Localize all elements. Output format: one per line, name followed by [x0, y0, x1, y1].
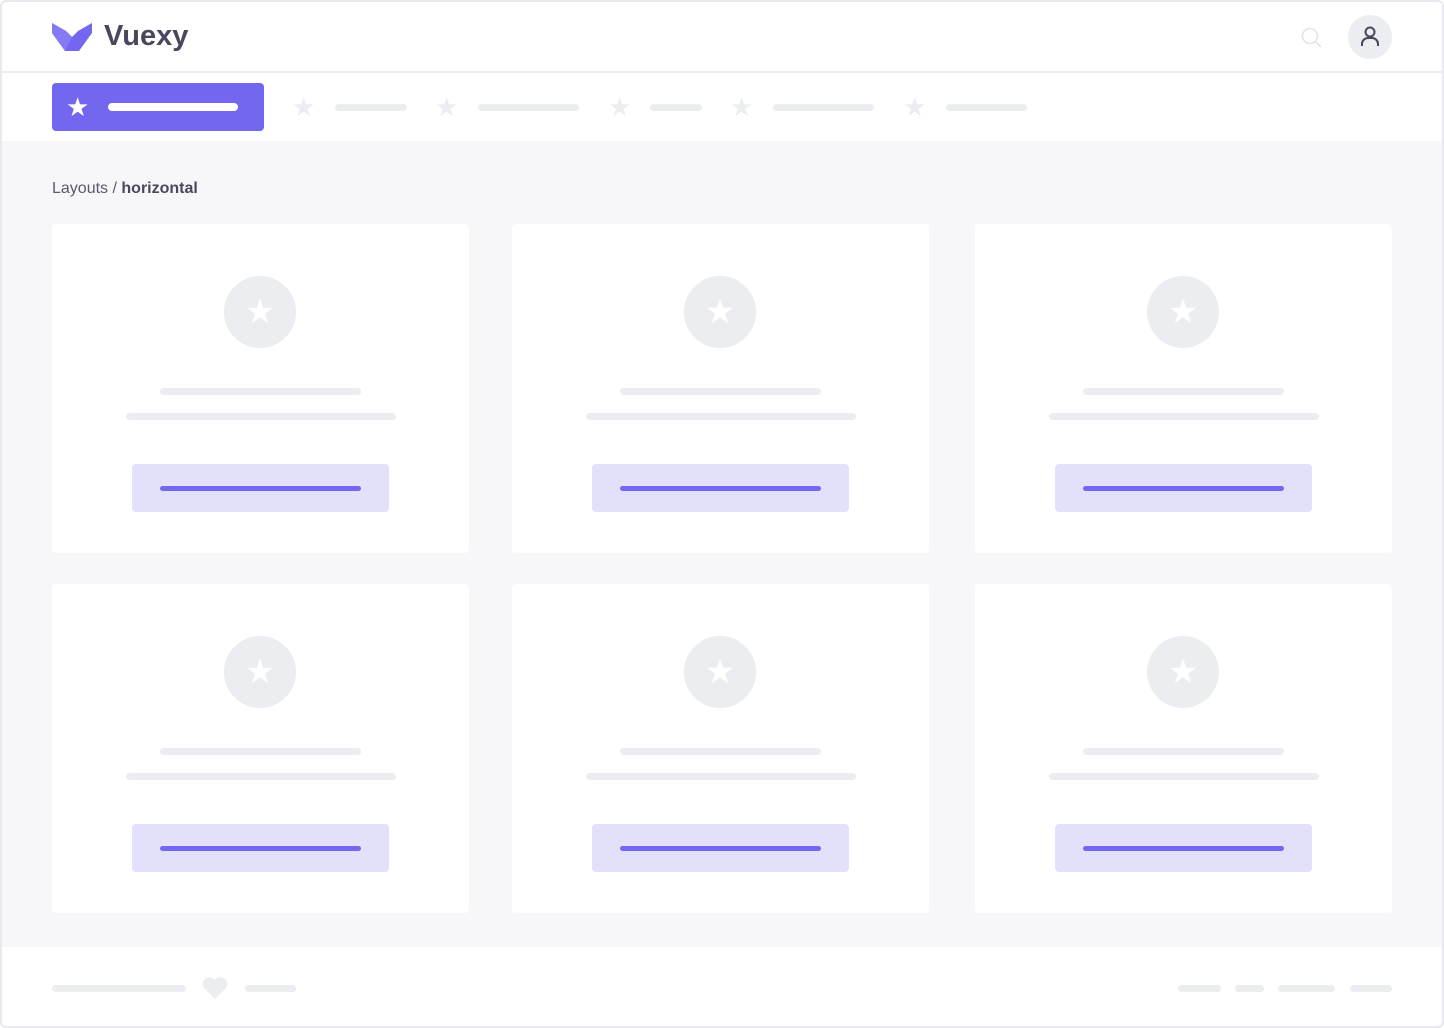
card-button-label [160, 486, 361, 491]
card-title [1083, 388, 1284, 395]
card-button-label [620, 846, 821, 851]
card-button-label [160, 846, 361, 851]
nav-item[interactable] [773, 104, 874, 111]
brand-name[interactable]: Vuexy [104, 20, 189, 52]
star-icon[interactable]: ★ [730, 92, 754, 122]
star-icon: ★ [1167, 293, 1199, 331]
footer-text [52, 985, 186, 992]
footer-link[interactable] [1350, 985, 1392, 992]
content-area: Layouts / horizontal ★ ★ ★ ★ ★ ★ [2, 141, 1442, 947]
placeholder-card: ★ [975, 224, 1392, 553]
star-icon: ★ [66, 92, 90, 122]
user-icon [1361, 26, 1379, 46]
card-button[interactable] [592, 824, 849, 872]
card-button[interactable] [1055, 464, 1312, 512]
star-icon: ★ [244, 293, 276, 331]
card-button[interactable] [132, 464, 389, 512]
nav-item-label-placeholder [108, 103, 238, 111]
card-text [1049, 413, 1319, 420]
card-button-label [1083, 846, 1284, 851]
nav-item[interactable] [478, 104, 579, 111]
breadcrumb-current: horizontal [121, 180, 198, 197]
avatar[interactable] [1348, 15, 1392, 59]
star-icon: ★ [704, 653, 736, 691]
placeholder-card: ★ [512, 224, 929, 553]
footer [0, 947, 1444, 1028]
card-title [160, 388, 361, 395]
card-avatar: ★ [684, 636, 756, 708]
card-avatar: ★ [224, 636, 296, 708]
card-avatar: ★ [1147, 276, 1219, 348]
card-button-label [1083, 486, 1284, 491]
breadcrumb-parent[interactable]: Layouts [52, 180, 109, 197]
placeholder-card: ★ [52, 224, 469, 553]
card-text [126, 413, 396, 420]
card-title [620, 748, 821, 755]
card-text [1049, 773, 1319, 780]
search-icon[interactable] [1301, 27, 1323, 49]
card-title [620, 388, 821, 395]
top-header: Vuexy [0, 0, 1444, 73]
placeholder-card: ★ [975, 584, 1392, 913]
placeholder-card: ★ [52, 584, 469, 913]
breadcrumb: Layouts / horizontal [52, 180, 198, 198]
card-avatar: ★ [224, 276, 296, 348]
card-button[interactable] [1055, 824, 1312, 872]
card-button-label [620, 486, 821, 491]
card-text [586, 773, 856, 780]
nav-item[interactable] [335, 104, 407, 111]
footer-text [245, 985, 296, 992]
star-icon[interactable]: ★ [608, 92, 632, 122]
card-title [1083, 748, 1284, 755]
card-button[interactable] [592, 464, 849, 512]
vuexy-logo-icon[interactable] [52, 23, 92, 51]
breadcrumb-separator: / [108, 180, 122, 197]
footer-link[interactable] [1278, 985, 1335, 992]
star-icon[interactable]: ★ [903, 92, 927, 122]
placeholder-card: ★ [512, 584, 929, 913]
star-icon: ★ [704, 293, 736, 331]
nav-item[interactable] [946, 104, 1027, 111]
star-icon[interactable]: ★ [292, 92, 316, 122]
card-avatar: ★ [684, 276, 756, 348]
nav-item-active[interactable]: ★ [52, 83, 264, 131]
heart-icon [202, 977, 228, 999]
card-text [126, 773, 396, 780]
footer-link[interactable] [1235, 985, 1264, 992]
card-title [160, 748, 361, 755]
star-icon[interactable]: ★ [435, 92, 459, 122]
footer-link[interactable] [1178, 985, 1221, 992]
card-text [586, 413, 856, 420]
card-avatar: ★ [1147, 636, 1219, 708]
nav-item[interactable] [650, 104, 702, 111]
star-icon: ★ [1167, 653, 1199, 691]
star-icon: ★ [244, 653, 276, 691]
card-button[interactable] [132, 824, 389, 872]
